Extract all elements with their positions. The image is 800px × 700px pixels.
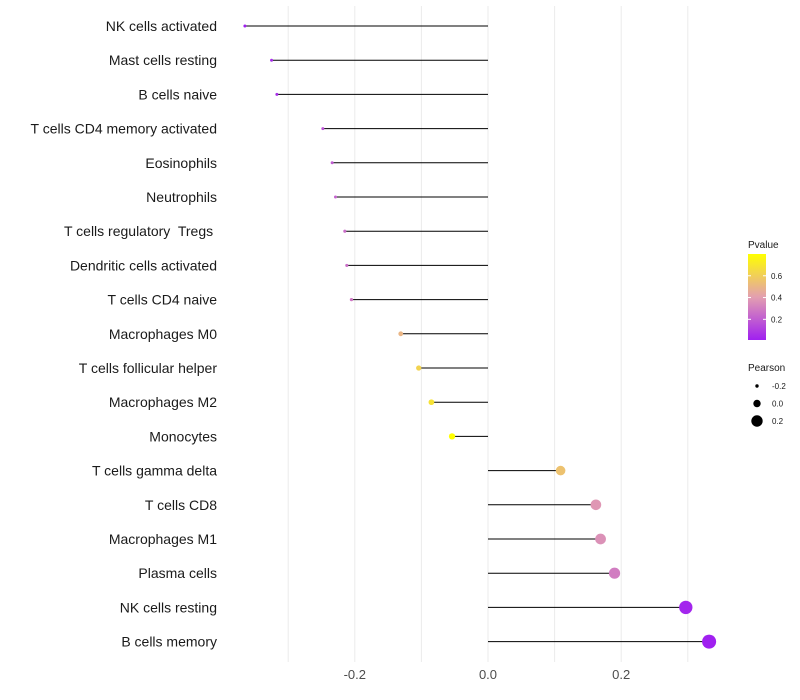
pearson-key-dot-2 [751, 415, 763, 427]
x-tick-label-0: -0.2 [344, 667, 366, 682]
point-0 [243, 24, 247, 28]
category-label-7: Dendritic cells activated [70, 257, 217, 273]
category-label-4: Eosinophils [145, 155, 217, 171]
point-8 [349, 297, 354, 302]
category-label-15: Macrophages M1 [109, 531, 217, 547]
point-3 [321, 127, 325, 131]
pearson-key-label-0: -0.2 [772, 382, 786, 391]
pearson-key-label-2: 0.2 [772, 417, 784, 426]
point-2 [275, 92, 279, 96]
category-label-0: NK cells activated [106, 18, 217, 34]
point-7 [345, 263, 349, 267]
category-label-9: Macrophages M0 [109, 326, 217, 342]
pvalue-tick-label-0: 0.2 [771, 315, 783, 324]
pvalue-legend-title: Pvalue [748, 240, 779, 251]
pearson-legend: Pearson -0.2 0.0 0.2 [748, 363, 786, 427]
point-6 [343, 229, 347, 233]
point-12 [448, 433, 456, 440]
category-label-16: Plasma cells [138, 565, 217, 581]
point-10 [416, 365, 422, 371]
point-16 [608, 567, 621, 579]
pvalue-legend-ticks: 0.2 0.4 0.6 [748, 272, 783, 324]
category-label-13: T cells gamma delta [92, 463, 217, 479]
pvalue-tick-label-2: 0.6 [771, 272, 783, 281]
pvalue-tick-label-1: 0.4 [771, 294, 783, 303]
point-15 [595, 533, 606, 545]
category-label-12: Monocytes [149, 428, 217, 444]
category-label-1: Mast cells resting [109, 52, 217, 68]
category-label-17: NK cells resting [120, 599, 217, 615]
category-label-10: T cells follicular helper [79, 360, 218, 376]
pearson-key-dot-0 [755, 384, 759, 388]
point-18 [702, 634, 717, 649]
category-label-5: Neutrophils [146, 189, 217, 205]
category-label-18: B cells memory [121, 634, 217, 650]
category-label-3: T cells CD4 memory activated [31, 121, 217, 137]
category-label-2: B cells naive [138, 86, 217, 102]
point-4 [330, 161, 334, 165]
pearson-legend-keys: -0.2 0.0 0.2 [751, 382, 786, 427]
pvalue-legend: Pvalue 0.2 0.4 0.6 [748, 240, 783, 340]
category-label-8: T cells CD4 naive [108, 292, 218, 308]
pearson-key-label-1: 0.0 [772, 400, 784, 409]
pvalue-colorbar [748, 254, 766, 340]
stem-layer [244, 25, 710, 643]
point-5 [333, 195, 337, 199]
point-17 [679, 600, 693, 615]
point-layer [243, 24, 717, 649]
point-14 [590, 499, 602, 511]
point-11 [428, 399, 435, 406]
x-axis-ticks: -0.2 0.0 0.2 [344, 667, 631, 682]
x-tick-label-1: 0.0 [479, 667, 497, 682]
point-9 [398, 331, 404, 337]
pearson-key-dot-1 [753, 399, 761, 408]
category-label-6: T cells regulatory Tregs [64, 223, 217, 239]
category-labels: NK cells activated Mast cells resting B ce… [31, 18, 218, 650]
x-tick-label-2: 0.2 [612, 667, 630, 682]
point-1 [270, 58, 274, 62]
category-label-14: T cells CD8 [145, 497, 217, 513]
pearson-legend-title: Pearson [748, 363, 785, 374]
category-label-11: Macrophages M2 [109, 394, 217, 410]
point-13 [555, 465, 566, 476]
